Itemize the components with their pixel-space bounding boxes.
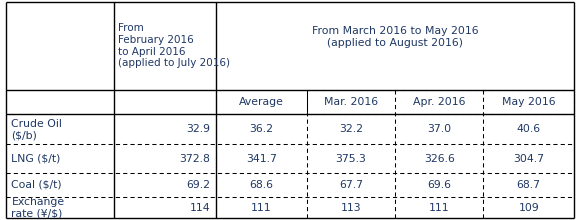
Text: From March 2016 to May 2016
(applied to August 2016): From March 2016 to May 2016 (applied to … <box>312 26 478 48</box>
Text: 40.6: 40.6 <box>517 124 541 134</box>
Text: 341.7: 341.7 <box>246 154 277 163</box>
Text: 67.7: 67.7 <box>339 180 363 190</box>
Text: 32.9: 32.9 <box>186 124 211 134</box>
Text: 375.3: 375.3 <box>336 154 367 163</box>
Text: LNG ($/t): LNG ($/t) <box>12 154 61 163</box>
Text: 69.2: 69.2 <box>186 180 211 190</box>
Text: 69.6: 69.6 <box>427 180 451 190</box>
Text: 304.7: 304.7 <box>513 154 544 163</box>
Text: 37.0: 37.0 <box>427 124 451 134</box>
Text: Apr. 2016: Apr. 2016 <box>413 97 466 107</box>
Text: From
February 2016
to April 2016
(applied to July 2016): From February 2016 to April 2016 (applie… <box>118 24 230 68</box>
Text: Coal ($/t): Coal ($/t) <box>12 180 62 190</box>
Text: Exchange
rate (¥/$): Exchange rate (¥/$) <box>12 197 64 218</box>
Text: May 2016: May 2016 <box>502 97 556 107</box>
Text: 111: 111 <box>429 203 450 213</box>
Text: 111: 111 <box>251 203 272 213</box>
Text: 372.8: 372.8 <box>180 154 211 163</box>
Text: 114: 114 <box>190 203 211 213</box>
Text: 32.2: 32.2 <box>339 124 363 134</box>
Text: Average: Average <box>239 97 284 107</box>
Text: Crude Oil
($/b): Crude Oil ($/b) <box>12 119 63 140</box>
Text: 113: 113 <box>341 203 361 213</box>
Text: 68.6: 68.6 <box>249 180 274 190</box>
Text: 109: 109 <box>519 203 539 213</box>
Text: 326.6: 326.6 <box>424 154 455 163</box>
Text: 68.7: 68.7 <box>517 180 541 190</box>
Text: Mar. 2016: Mar. 2016 <box>324 97 378 107</box>
Text: 36.2: 36.2 <box>249 124 274 134</box>
